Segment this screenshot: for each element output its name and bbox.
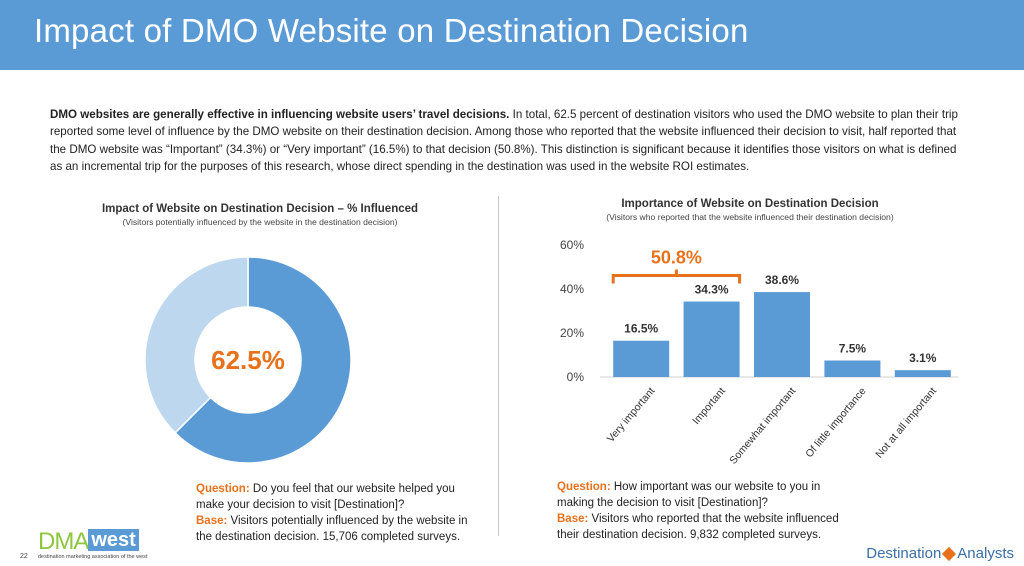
right-question-block: Question: How important was our website … (557, 479, 857, 543)
annotation-bracket (611, 269, 742, 284)
left-base-text: Visitors potentially influenced by the w… (196, 515, 468, 543)
bar-value-label: 34.3% (695, 283, 729, 297)
right-base-text: Visitors who reported that the website i… (557, 513, 839, 541)
intro-text: In total, 62.5 percent of destination vi… (50, 108, 958, 174)
destination-analysts-logo: Destination Analysts (866, 545, 1014, 562)
intro-paragraph: DMO websites are generally effective in … (50, 106, 970, 176)
x-tick-label: Very important (605, 385, 658, 445)
bar (824, 360, 881, 377)
x-tick-label: Not at all important (873, 385, 939, 460)
bar-value-label: 16.5% (624, 322, 658, 336)
dma-logo-tagline: destination marketing association of the… (38, 554, 148, 560)
y-tick-label: 60% (560, 238, 584, 252)
donut-chart: 62.5% (143, 255, 353, 465)
y-tick-label: 40% (560, 282, 584, 296)
dma-logo-text: DMA (38, 528, 89, 555)
page-title: Impact of DMO Website on Destination Dec… (34, 12, 749, 49)
donut-svg (144, 256, 352, 464)
title-bar: Impact of DMO Website on Destination Dec… (0, 0, 1024, 70)
x-tick-label: Of little importance (803, 385, 869, 460)
donut-chart-subtitle: (Visitors potentially influenced by the … (122, 217, 398, 227)
bar (754, 292, 810, 377)
left-question-text: Do you feel that our website helped you … (196, 483, 455, 511)
dma-logo-west: west (88, 529, 139, 551)
bar (894, 370, 951, 377)
bar-value-label: 3.1% (909, 351, 937, 365)
right-base-label: Base: (557, 513, 589, 525)
bar-chart: 0% 20% 40% 60% 16.5% Very important 34.3% Impor… (560, 238, 958, 467)
right-question-text: How important was our website to you in … (557, 481, 821, 509)
bar-value-label: 7.5% (839, 342, 867, 356)
annotation-label: 50.8% (651, 248, 702, 268)
right-question-label: Question: (557, 481, 611, 493)
left-base-label: Base: (196, 515, 228, 527)
bar-chart-subtitle: (Visitors who reported that the website … (606, 212, 894, 222)
divider (498, 196, 499, 536)
da-logo-left: Destination (866, 545, 942, 562)
diamond-icon (942, 546, 957, 561)
bar-chart-title: Importance of Website on Destination Dec… (621, 198, 879, 210)
da-logo-right: Analysts (957, 545, 1014, 562)
x-tick-label: Important (690, 385, 728, 427)
intro-bold: DMO websites are generally effective in … (50, 108, 510, 121)
bar-value-label: 38.6% (765, 273, 799, 287)
x-tick-label: Somewhat important (727, 385, 798, 467)
donut-slice (174, 256, 352, 464)
bar (683, 301, 740, 377)
donut-center-label: 62.5% (211, 344, 285, 375)
page-number: 22 (20, 553, 28, 560)
donut-chart-title: Impact of Website on Destination Decisio… (101, 203, 419, 215)
left-question-label: Question: (196, 483, 250, 495)
y-tick-label: 0% (567, 370, 585, 384)
left-question-block: Question: Do you feel that our website h… (196, 481, 486, 545)
y-tick-label: 20% (560, 326, 584, 340)
donut-slice (144, 256, 249, 434)
bar (613, 340, 670, 377)
dma-west-logo: DMA west destination marketing associatio… (38, 528, 147, 560)
